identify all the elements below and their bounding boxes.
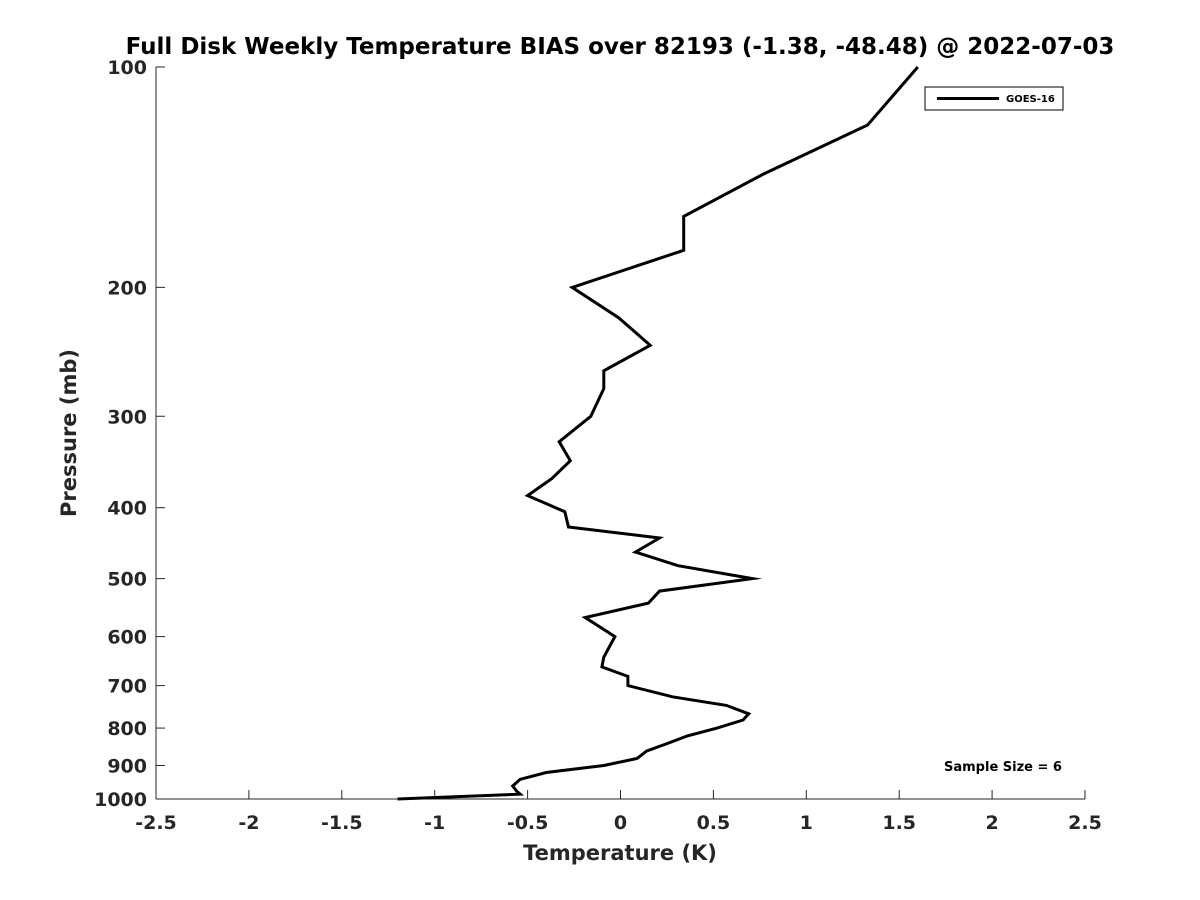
x-tick-label: 2.5 [1068, 812, 1102, 834]
plot-area [156, 67, 1085, 799]
y-axis-label: Pressure (mb) [57, 349, 81, 517]
x-tick-label: 1 [800, 812, 813, 834]
y-tick-label: 800 [107, 718, 147, 740]
y-axis-ticks: 100 200 300 400 500 600 700 800 900 1000 [94, 57, 165, 811]
x-tick-label: 0.5 [697, 812, 731, 834]
y-tick-label: 500 [107, 569, 147, 591]
x-tick-label: 0 [614, 812, 627, 834]
x-axis-label: Temperature (K) [523, 841, 717, 865]
chart-title: Full Disk Weekly Temperature BIAS over 8… [126, 34, 1115, 60]
y-tick-label: 700 [107, 676, 147, 698]
y-tick-label: 100 [107, 57, 147, 79]
y-tick-label: 1000 [94, 789, 147, 811]
x-tick-label: -0.5 [507, 812, 549, 834]
x-tick-label: -2.5 [135, 812, 177, 834]
y-tick-label: 600 [107, 627, 147, 649]
y-tick-label: 900 [107, 756, 147, 778]
legend-label-goes-16: GOES-16 [1006, 94, 1055, 105]
y-tick-label: 200 [107, 277, 147, 299]
x-tick-label: -1.5 [321, 812, 363, 834]
series-line-goes-16 [397, 66, 919, 801]
x-tick-label: 1.5 [882, 812, 916, 834]
x-tick-label: 2 [985, 812, 998, 834]
series-layer [397, 66, 919, 801]
y-tick-label: 400 [107, 498, 147, 520]
x-axis-ticks: -2.5 -2 -1.5 -1 -0.5 0 0.5 1 1.5 2 2.5 [135, 790, 1102, 834]
y-tick-label: 300 [107, 406, 147, 428]
sample-size-annotation: Sample Size = 6 [944, 760, 1062, 775]
legend: GOES-16 [924, 86, 1064, 111]
x-tick-label: -1 [424, 812, 445, 834]
x-tick-label: -2 [238, 812, 259, 834]
